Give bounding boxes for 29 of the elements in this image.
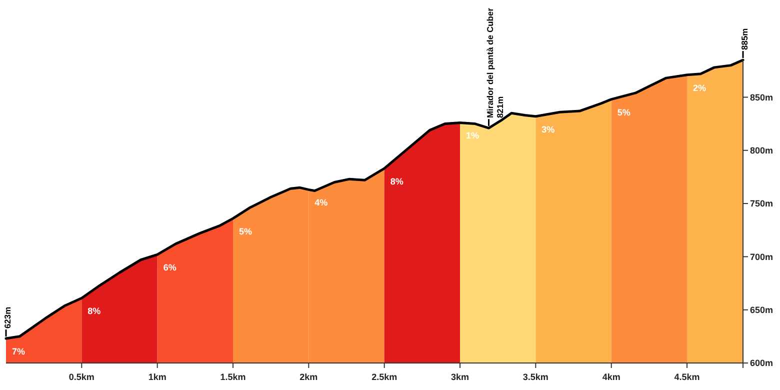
x-tick-label: 1.5km <box>220 372 246 382</box>
y-tick-label: 650m <box>750 304 774 315</box>
annotation: 885m <box>739 28 750 50</box>
x-tick-label: 2.5km <box>372 372 398 382</box>
x-tick-label: 1km <box>148 372 166 382</box>
y-tick-label: 750m <box>750 198 774 209</box>
series-label: 8% <box>88 306 101 316</box>
series-label: 1% <box>466 130 480 141</box>
x-tick-label: 2km <box>300 372 318 382</box>
x-tick-label: 3km <box>450 372 470 382</box>
series-label: 2% <box>693 82 706 93</box>
annotation: 623m <box>2 306 12 329</box>
annotation: 821m <box>495 96 506 118</box>
x-tick-label: 3.5km <box>522 372 548 382</box>
y-tick-label: 600m <box>750 358 774 368</box>
y-tick-label: 800m <box>750 146 774 156</box>
x-tick-label: 0.5km <box>68 372 94 382</box>
series-label: 8% <box>390 176 404 186</box>
series-label: 6% <box>163 262 176 273</box>
annotation: Mirador del pantà de Cuber <box>485 7 496 118</box>
series-label: 5% <box>239 226 252 236</box>
series-label: 5% <box>617 107 630 118</box>
y-tick-label: 700m <box>750 252 774 262</box>
y-tick-label: 850m <box>750 92 774 102</box>
series-label: 4% <box>314 198 328 208</box>
series-label: 7% <box>12 346 26 357</box>
x-tick-label: 4km <box>602 372 620 382</box>
x-tick-label: 4.5km <box>674 372 700 382</box>
series-label: 3% <box>542 124 555 134</box>
